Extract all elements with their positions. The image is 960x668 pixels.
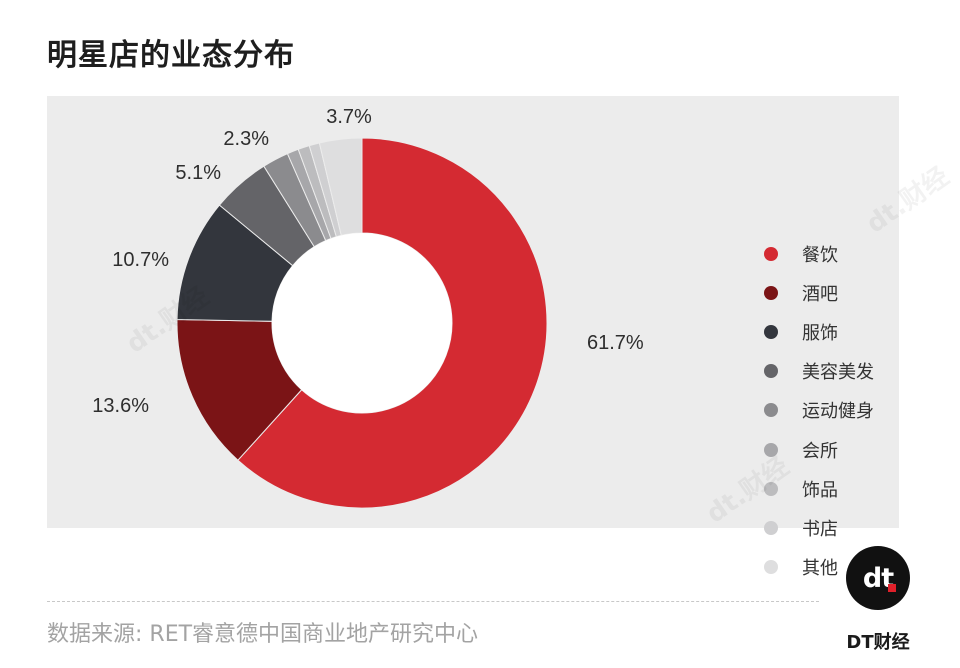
legend-label: 美容美发 (802, 362, 874, 384)
legend-marker (764, 364, 778, 379)
legend-label: 运动健身 (802, 401, 874, 423)
divider (47, 601, 819, 602)
legend-label: 其他 (802, 558, 838, 580)
donut-hole (272, 233, 452, 413)
legend-label: 服饰 (802, 322, 838, 344)
chart-panel: 61.7% 13.6% 10.7% 5.1% 2.3% 3.7% 餐饮 酒吧 服饰 美容美… (47, 96, 899, 579)
legend-label: 餐饮 (802, 244, 838, 266)
value-label-other: 3.7% (326, 106, 372, 128)
value-label-apparel: 10.7% (112, 249, 169, 271)
legend-marker (764, 324, 778, 339)
legend-marker (764, 442, 778, 457)
donut-chart: 61.7% 13.6% 10.7% 5.1%2.3% 3.7% (92, 106, 644, 509)
legend-label: 饰品 (802, 479, 838, 501)
logo-accent-square (888, 584, 896, 592)
legend-marker (764, 246, 778, 261)
legend-item: 运动健身 (764, 391, 874, 430)
value-label-beauty: 5.1% (175, 162, 221, 184)
legend-label: 会所 (802, 440, 838, 462)
value-label-dining: 61.7% (587, 332, 644, 354)
legend-label: 酒吧 (802, 283, 838, 305)
legend-item: 美容美发 (764, 352, 874, 391)
legend-label: 书店 (802, 518, 838, 540)
value-label-fitness: 2.3% (223, 128, 269, 150)
data-source: 数据来源: RET睿意德中国商业地产研究中心 (47, 622, 479, 647)
legend-item: 餐饮 (764, 234, 874, 273)
legend-marker (764, 285, 778, 300)
legend-marker (764, 520, 778, 535)
brand-name: DT财经 (846, 632, 910, 653)
value-label-bar: 13.6% (92, 395, 149, 417)
legend: 餐饮 酒吧 服饰 美容美发 运动健身 会所 饰品 书店 其他 (764, 234, 874, 587)
legend-item: 服饰 (764, 312, 874, 351)
legend-item: 会所 (764, 430, 874, 469)
legend-marker (764, 403, 778, 418)
legend-marker (764, 560, 778, 575)
legend-item: 饰品 (764, 469, 874, 508)
chart-title: 明星店的业态分布 (47, 38, 295, 73)
dt-logo: dt (846, 546, 910, 610)
legend-item: 其他 (764, 548, 874, 587)
legend-item: 书店 (764, 508, 874, 547)
legend-marker (764, 481, 778, 496)
legend-item: 酒吧 (764, 273, 874, 312)
